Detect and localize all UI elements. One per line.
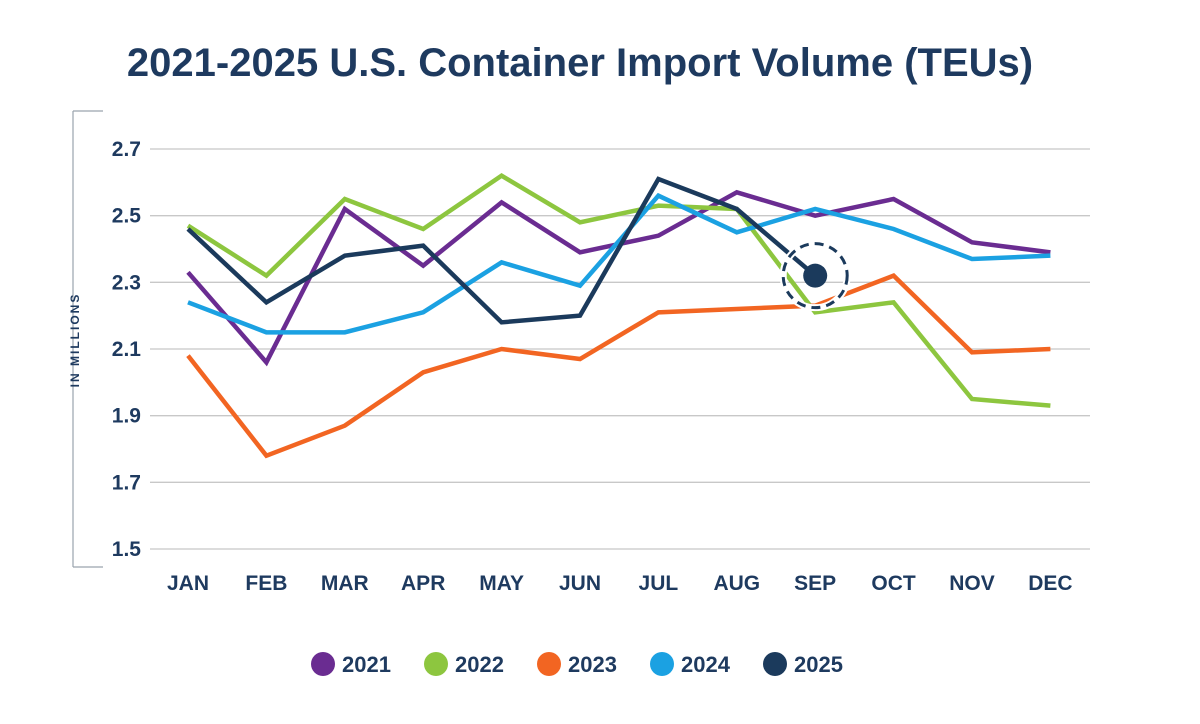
x-tick-label: JUN: [559, 572, 601, 595]
series-line-2024: [187, 192, 1051, 335]
x-tick-label: APR: [401, 572, 445, 595]
y-tick-label: 2.7: [112, 138, 141, 161]
series-line-2022: [186, 173, 1051, 408]
series-line-2023: [186, 273, 1051, 459]
y-tick-label: 2.3: [112, 271, 141, 294]
x-tick-label: JAN: [167, 572, 209, 595]
x-tick-label: OCT: [871, 572, 916, 595]
x-tick-label: AUG: [713, 572, 760, 595]
highlight-point: [803, 263, 828, 288]
x-tick-label: SEP: [794, 572, 836, 595]
y-tick-label: 1.7: [112, 471, 141, 494]
legend-marker: [311, 652, 335, 676]
legend-label: 2022: [455, 652, 504, 677]
y-axis-label: IN MILLIONS: [68, 293, 82, 388]
x-tick-label: JUL: [639, 572, 679, 595]
x-tick-label: DEC: [1028, 572, 1072, 595]
highlight-dashed-ring: [781, 242, 849, 310]
legend-item-2023: 2023: [537, 652, 617, 677]
legend-label: 2023: [568, 652, 617, 677]
legend-label: 2025: [794, 652, 843, 677]
x-tick-label: FEB: [245, 572, 287, 595]
y-tick-label: 1.5: [112, 538, 142, 561]
legend-item-2021: 2021: [311, 652, 391, 677]
y-tick-label: 2.1: [112, 338, 142, 361]
series-line-2025: [186, 176, 817, 325]
legend-label: 2024: [681, 652, 731, 677]
x-tick-label: MAY: [479, 572, 524, 595]
y-tick-label: 2.5: [112, 205, 142, 228]
legend-label: 2021: [342, 652, 391, 677]
legend-item-2022: 2022: [424, 652, 504, 677]
x-tick-label: NOV: [949, 572, 995, 595]
legend-marker: [537, 652, 561, 676]
y-axis-bracket: [72, 110, 103, 568]
legend-marker: [650, 652, 674, 676]
x-tick-label: MAR: [321, 572, 369, 595]
legend-item-2024: 2024: [650, 652, 731, 677]
legend-item-2025: 2025: [763, 652, 843, 677]
chart-title: 2021-2025 U.S. Container Import Volume (…: [127, 41, 1033, 85]
legend-marker: [763, 652, 787, 676]
y-tick-label: 1.9: [112, 405, 141, 428]
legend-marker: [424, 652, 448, 676]
